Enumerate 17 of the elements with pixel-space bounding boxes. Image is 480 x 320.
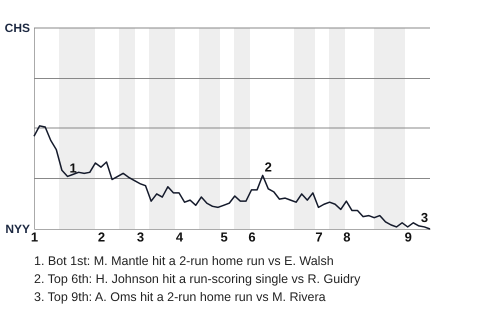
text: CHS <box>4 21 30 35</box>
text: 3. Top 9th: A. Oms hit a 2-run home run vs M. Rivera <box>34 290 326 304</box>
x-tick-label: 1 <box>30 230 38 244</box>
x-tick-label: 4 <box>176 230 184 244</box>
x-tick-label: 5 <box>220 230 228 244</box>
x-tick-label: 6 <box>248 230 256 244</box>
annotation: 2 <box>264 159 272 174</box>
x-tick-label: 8 <box>343 230 350 244</box>
text: 1. Bot 1st: M. Mantle hit a 2-run home run vs E. Walsh <box>34 254 334 268</box>
x-tick-label: 9 <box>404 230 412 244</box>
annotation: 3 <box>420 210 428 225</box>
annotation: 1 <box>69 160 77 176</box>
x-tick-label: 2 <box>98 230 106 244</box>
x-tick-label: 3 <box>136 230 144 244</box>
text: 2. Top 6th: H. Johnson hit a run-scoring single vs R. Guidry <box>34 272 362 286</box>
x-tick-label: 7 <box>315 230 323 244</box>
text: NYY <box>5 222 30 236</box>
